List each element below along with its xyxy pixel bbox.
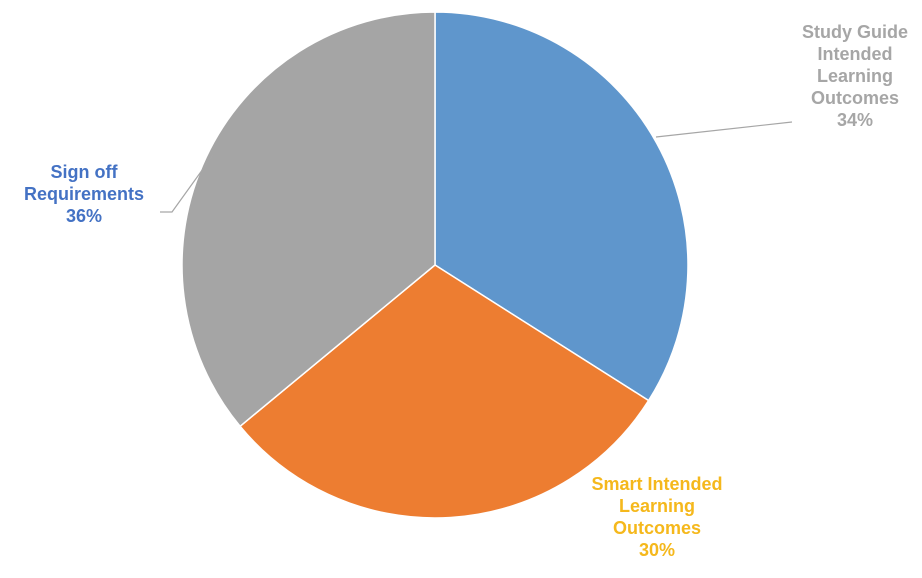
pie-slice-1: [434, 11, 689, 402]
data-label-1: Study Guide Intended Learning Outcomes 34%: [802, 22, 908, 130]
data-label-3: Sign off Requirements 36%: [24, 162, 144, 226]
slices-layer: [181, 11, 689, 519]
data-label-line: Study Guide: [802, 22, 908, 42]
data-label-line: Sign off: [51, 162, 119, 182]
data-label-2: Smart Intended Learning Outcomes 30%: [591, 474, 722, 560]
data-label-line: Outcomes: [811, 88, 899, 108]
data-label-line: Learning: [817, 66, 893, 86]
data-label-value: 30%: [639, 540, 675, 560]
data-labels-layer: Study Guide Intended Learning Outcomes 34%Sm…: [24, 22, 908, 560]
leader-line-1: [655, 121, 793, 138]
data-label-line: Learning: [619, 496, 695, 516]
pie-slice-3: [181, 11, 436, 428]
data-label-line: Requirements: [24, 184, 144, 204]
leader-lines-layer: [160, 121, 793, 213]
pie-slice-2: [239, 264, 650, 519]
data-label-value: 36%: [66, 206, 102, 226]
data-label-line: Intended: [818, 44, 893, 64]
data-label-line: Outcomes: [613, 518, 701, 538]
data-label-line: Smart Intended: [591, 474, 722, 494]
leader-line-3: [160, 154, 214, 213]
data-label-value: 34%: [837, 110, 873, 130]
